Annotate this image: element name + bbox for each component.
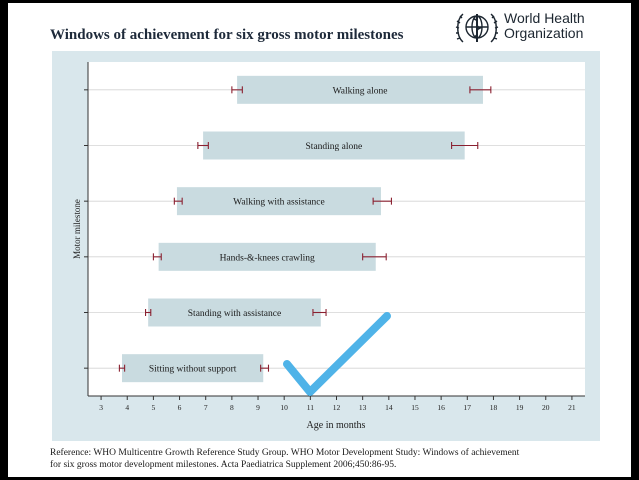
x-tick-label: 14: [385, 403, 393, 412]
error-bar: [372, 197, 392, 205]
milestone-label: Walking alone: [333, 86, 388, 96]
y-ticks: [84, 89, 88, 369]
milestone-label: Sitting without support: [149, 365, 237, 375]
x-axis-ticks: 3 4 5 6 7 8 9 10 11 12 13 14 15 16 17 18 19 20 21: [99, 396, 576, 412]
error-bar: [362, 253, 387, 261]
x-tick-label: 10: [280, 403, 288, 412]
x-tick-label: 9: [256, 403, 260, 412]
x-tick-label: 7: [204, 403, 208, 412]
error-bar: [197, 142, 209, 149]
milestone-label: Hands-&-knees crawling: [220, 253, 315, 263]
org-name-line1: World Health: [504, 10, 585, 26]
error-bar: [173, 197, 183, 205]
milestone-bars: Walking alone Standing alone Walking with …: [118, 75, 492, 383]
x-tick-label: 16: [437, 403, 445, 412]
organization-name: World Health Organization: [504, 11, 585, 41]
milestone-bar: [203, 131, 465, 160]
x-tick-label: 3: [99, 403, 103, 412]
error-bar: [231, 86, 243, 94]
who-emblem-icon: [455, 13, 499, 43]
chart-title: Windows of achievement for six gross mot…: [50, 27, 404, 43]
milestone-bar: [237, 75, 483, 104]
error-bar: [144, 309, 152, 316]
error-bar: [451, 142, 479, 149]
milestone-label: Walking with assistance: [233, 198, 325, 208]
x-tick-label: 20: [542, 403, 550, 412]
milestone-label: Standing with assistance: [188, 309, 281, 319]
milestone-label: Standing alone: [306, 142, 363, 152]
x-tick-label: 17: [464, 403, 472, 412]
reference-note: Reference: WHO Multicentre Growth Refere…: [50, 447, 610, 471]
org-name-line2: Organization: [504, 25, 584, 41]
y-axis-label: Motor milestone: [72, 199, 82, 259]
reference-line2: for six gross motor development mileston…: [50, 460, 397, 470]
error-bar: [312, 309, 327, 316]
x-tick-label: 15: [411, 403, 419, 412]
x-tick-label: 4: [125, 403, 129, 412]
milestone-bar: [176, 187, 381, 216]
error-bar: [118, 364, 126, 372]
x-tick-label: 11: [307, 403, 314, 412]
x-tick-label: 13: [359, 403, 367, 412]
milestone-bar: [148, 298, 321, 327]
x-tick-label: 8: [230, 403, 234, 412]
x-tick-label: 5: [152, 403, 156, 412]
x-tick-label: 6: [178, 403, 182, 412]
milestone-bar: [122, 354, 264, 383]
x-tick-label: 18: [490, 403, 498, 412]
error-bar: [469, 86, 492, 94]
checkmark-annotation: [283, 312, 391, 396]
plot-area: [88, 62, 585, 396]
error-bar: [152, 253, 162, 261]
x-tick-label: 19: [516, 403, 524, 412]
reference-line1: Reference: WHO Multicentre Growth Refere…: [50, 448, 520, 458]
x-tick-label: 21: [568, 403, 576, 412]
x-tick-label: 12: [333, 403, 341, 412]
x-axis-label: Age in months: [307, 420, 366, 431]
error-bar: [260, 364, 270, 372]
milestone-bar: [158, 242, 376, 271]
